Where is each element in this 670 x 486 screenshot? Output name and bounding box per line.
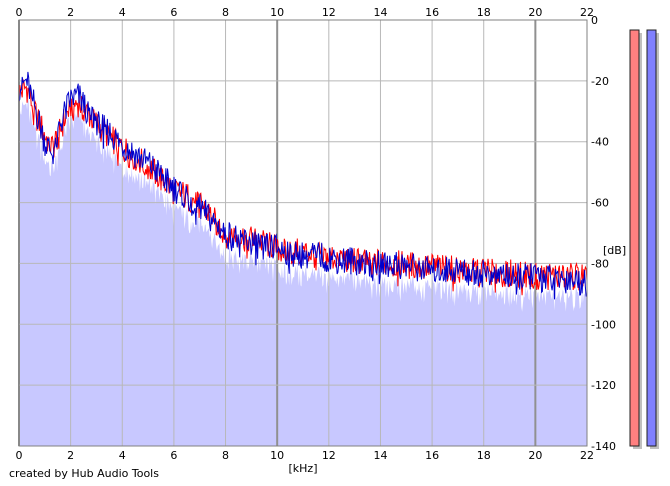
x-tick-label-bottom: 14 bbox=[373, 449, 387, 462]
x-tick-label-top: 20 bbox=[528, 6, 542, 19]
x-tick-label-top: 4 bbox=[119, 6, 126, 19]
series-line-2 bbox=[18, 71, 588, 300]
y-tick-label: -80 bbox=[591, 257, 609, 270]
plot-area bbox=[18, 19, 588, 447]
level-meter-bar bbox=[629, 29, 640, 447]
x-tick-label-top: 18 bbox=[477, 6, 491, 19]
x-tick-label-top: 14 bbox=[373, 6, 387, 19]
level-meter-bar bbox=[646, 29, 657, 447]
x-tick-label-top: 16 bbox=[425, 6, 439, 19]
x-tick-label-bottom: 18 bbox=[477, 449, 491, 462]
y-axis-label: [dB] bbox=[603, 244, 626, 257]
x-tick-label-bottom: 20 bbox=[528, 449, 542, 462]
x-tick-label-bottom: 6 bbox=[170, 449, 177, 462]
series-line-1 bbox=[18, 78, 588, 296]
x-tick-label-bottom: 16 bbox=[425, 449, 439, 462]
credit-text: created by Hub Audio Tools bbox=[9, 467, 159, 480]
x-tick-label-top: 12 bbox=[322, 6, 336, 19]
x-tick-label-bottom: 4 bbox=[119, 449, 126, 462]
x-tick-label-bottom: 22 bbox=[580, 449, 594, 462]
y-tick-label: -120 bbox=[591, 379, 616, 392]
axes: 002244668810101212141416161818202022220-… bbox=[16, 6, 627, 475]
y-tick-label: -20 bbox=[591, 75, 609, 88]
x-tick-label-top: 0 bbox=[16, 6, 23, 19]
x-tick-label-bottom: 8 bbox=[222, 449, 229, 462]
y-tick-label: -40 bbox=[591, 136, 609, 149]
x-tick-label-top: 8 bbox=[222, 6, 229, 19]
y-tick-label: -100 bbox=[591, 318, 616, 331]
x-tick-label-bottom: 2 bbox=[67, 449, 74, 462]
x-tick-label-top: 6 bbox=[170, 6, 177, 19]
spectrum-fill bbox=[19, 96, 587, 447]
plot-border bbox=[18, 19, 588, 447]
x-tick-label-bottom: 12 bbox=[322, 449, 336, 462]
x-tick-label-bottom: 0 bbox=[16, 449, 23, 462]
x-tick-label-bottom: 10 bbox=[270, 449, 284, 462]
level-meters bbox=[629, 29, 659, 449]
x-tick-label-top: 10 bbox=[270, 6, 284, 19]
y-tick-label: 0 bbox=[591, 14, 598, 27]
y-tick-label: -60 bbox=[591, 197, 609, 210]
x-tick-label-top: 22 bbox=[580, 6, 594, 19]
x-axis-label: [kHz] bbox=[289, 462, 318, 475]
y-tick-label: -140 bbox=[591, 440, 616, 453]
x-tick-label-top: 2 bbox=[67, 6, 74, 19]
